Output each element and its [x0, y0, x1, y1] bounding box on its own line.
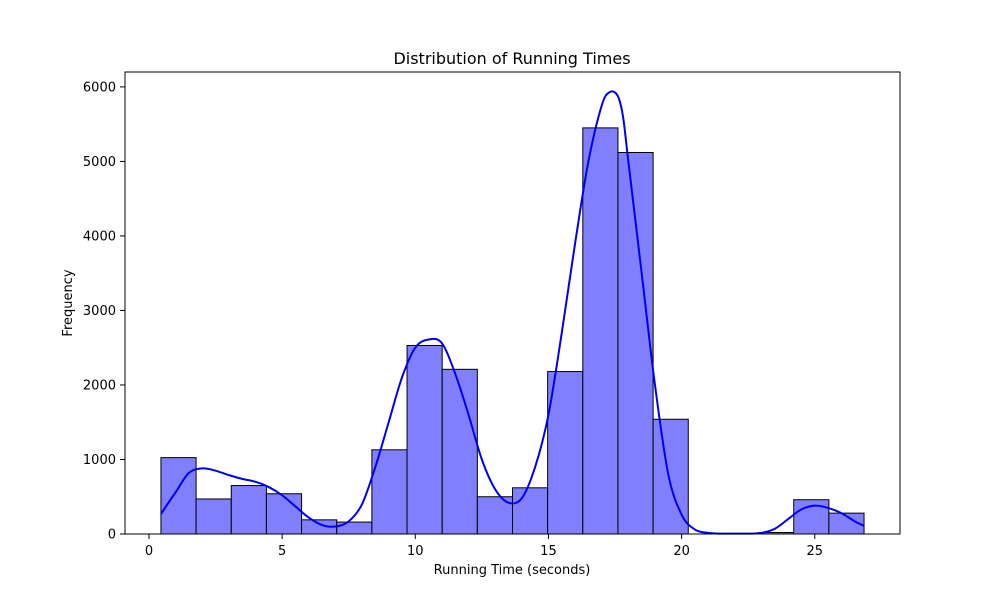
y-tick-label: 1000	[83, 453, 116, 468]
x-tick-label: 25	[807, 544, 824, 559]
histogram-bar-6	[371, 449, 408, 535]
chart-title: Distribution of Running Times	[393, 49, 630, 68]
x-tick-label: 20	[673, 544, 690, 559]
y-tick-label: 5000	[83, 155, 116, 170]
histogram-bar-10	[512, 487, 549, 535]
y-tick-label: 6000	[83, 80, 116, 95]
histogram-bar-5	[336, 521, 373, 535]
y-axis-ticks: 0 1000 2000 3000 4000 5000 6000	[83, 80, 125, 543]
histogram-bars	[160, 127, 865, 535]
kde-curve	[160, 90, 865, 535]
histogram-bar-1	[195, 498, 232, 535]
plot-frame	[124, 71, 901, 535]
histogram-bar-18	[793, 499, 830, 535]
histogram-bar-2	[230, 485, 267, 535]
y-tick-label: 4000	[83, 229, 116, 244]
x-tick-label: 15	[540, 544, 557, 559]
histogram-bar-7	[406, 344, 443, 535]
y-tick-label: 3000	[83, 304, 116, 319]
histogram-bar-3	[265, 493, 303, 535]
x-tick-label: 5	[278, 544, 286, 559]
x-tick-label: 10	[407, 544, 424, 559]
histogram-bar-0	[160, 457, 197, 535]
x-axis-ticks: 0 5 10 15 20 25	[145, 534, 823, 559]
y-tick-label: 0	[108, 528, 116, 543]
x-tick-label: 0	[145, 544, 153, 559]
histogram-bar-8	[441, 368, 478, 535]
x-axis-label: Running Time (seconds)	[434, 563, 591, 578]
histogram-bar-11	[547, 371, 584, 535]
y-axis-label: Frequency	[61, 269, 76, 336]
y-tick-label: 2000	[83, 378, 116, 393]
histogram-bar-12	[582, 127, 619, 535]
histogram-bar-13	[617, 151, 654, 535]
